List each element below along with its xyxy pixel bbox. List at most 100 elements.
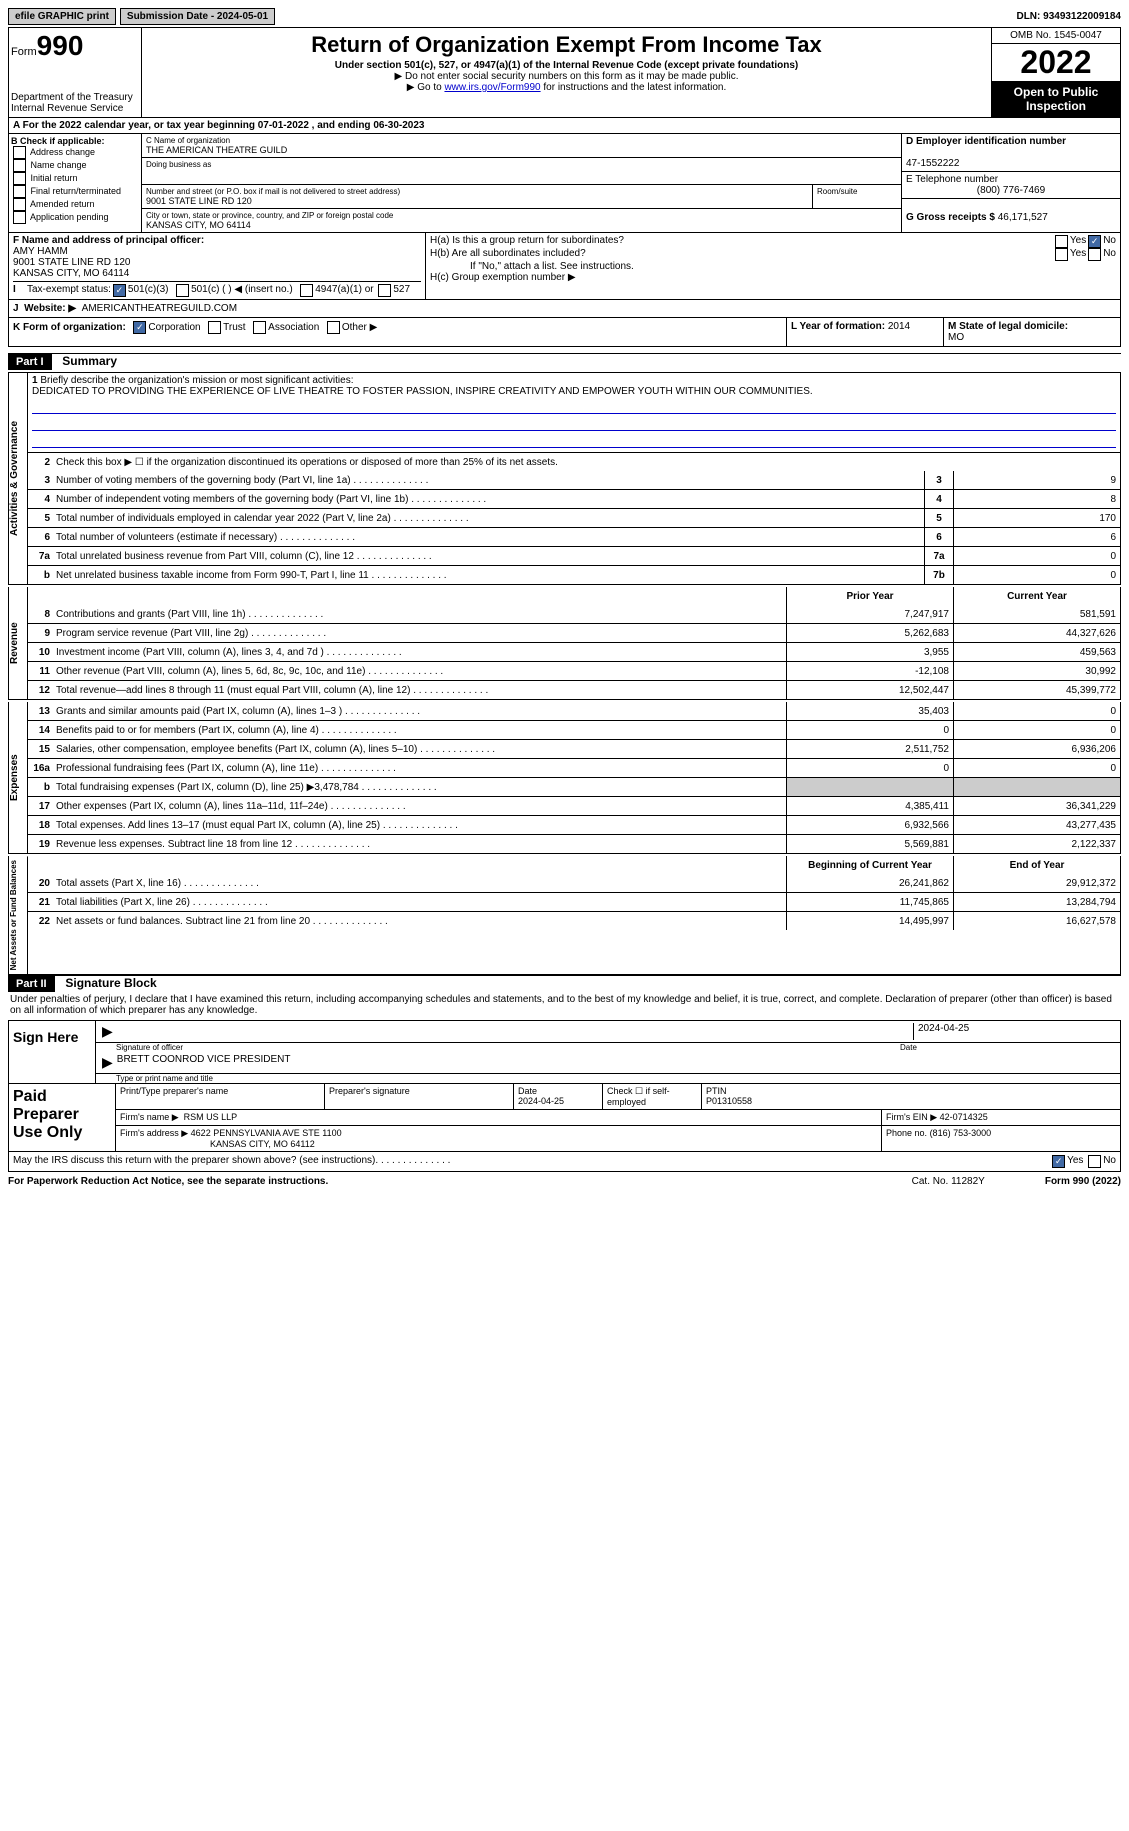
phone-label: E Telephone number bbox=[906, 174, 998, 185]
form-header: Form990 Department of the Treasury Inter… bbox=[8, 27, 1121, 118]
b-label: B Check if applicable: bbox=[11, 136, 105, 146]
cat-number: Cat. No. 11282Y bbox=[912, 1176, 985, 1187]
checkbox-icon bbox=[13, 172, 26, 185]
b-option: Final return/terminated bbox=[11, 185, 139, 198]
revenue-label: Revenue bbox=[9, 587, 28, 699]
b-option: Amended return bbox=[11, 198, 139, 211]
officer-addr2: KANSAS CITY, MO 64114 bbox=[13, 268, 129, 279]
efile-badge: efile GRAPHIC print bbox=[8, 8, 116, 25]
summary-row: bNet unrelated business taxable income f… bbox=[28, 565, 1120, 584]
phone-value: (800) 776-7469 bbox=[906, 185, 1116, 196]
summary-row: 9Program service revenue (Part VIII, lin… bbox=[28, 623, 1120, 642]
check-icon: ✓ bbox=[1052, 1155, 1065, 1168]
type-print-label: Type or print name and title bbox=[96, 1074, 1120, 1083]
summary-section: Activities & Governance 1 Briefly descri… bbox=[8, 372, 1121, 585]
section-bcd: B Check if applicable: Address change Na… bbox=[8, 134, 1121, 233]
street-address: 9001 STATE LINE RD 120 bbox=[146, 196, 808, 206]
period-line: A For the 2022 calendar year, or tax yea… bbox=[8, 118, 1121, 134]
addr-label: Number and street (or P.O. box if mail i… bbox=[146, 187, 808, 196]
summary-row: 17Other expenses (Part IX, column (A), l… bbox=[28, 796, 1120, 815]
checkbox-icon bbox=[13, 185, 26, 198]
check-icon: ✓ bbox=[1088, 235, 1101, 248]
domicile-label: M State of legal domicile: bbox=[948, 321, 1068, 332]
527-option: 527 bbox=[393, 284, 410, 297]
discuss-label: May the IRS discuss this return with the… bbox=[13, 1155, 375, 1168]
firm-name: RSM US LLP bbox=[184, 1112, 238, 1122]
checkbox-icon bbox=[1055, 235, 1068, 248]
subordinates-label: H(b) Are all subordinates included? bbox=[430, 248, 1053, 261]
year-formation-label: L Year of formation: bbox=[791, 321, 888, 332]
current-year-header: Current Year bbox=[953, 587, 1120, 605]
ein-label: D Employer identification number bbox=[906, 136, 1066, 147]
group-exemption-label: H(c) Group exemption number ▶ bbox=[430, 272, 1116, 283]
form-footer: Form 990 (2022) bbox=[1045, 1176, 1121, 1187]
summary-row: 20Total assets (Part X, line 16)26,241,8… bbox=[28, 874, 1120, 892]
form-number: 990 bbox=[37, 30, 84, 61]
pra-notice: For Paperwork Reduction Act Notice, see … bbox=[8, 1176, 328, 1187]
ptin-value: P01310558 bbox=[706, 1096, 752, 1106]
declaration-text: Under penalties of perjury, I declare th… bbox=[8, 992, 1121, 1018]
summary-row: bTotal fundraising expenses (Part IX, co… bbox=[28, 777, 1120, 796]
4947-option: 4947(a)(1) or bbox=[315, 284, 373, 297]
form-subtitle: Under section 501(c), 527, or 4947(a)(1)… bbox=[144, 60, 989, 71]
room-label: Room/suite bbox=[817, 187, 897, 196]
firm-phone: (816) 753-3000 bbox=[930, 1128, 992, 1138]
gross-label: G Gross receipts $ bbox=[906, 212, 998, 223]
summary-row: 5Total number of individuals employed in… bbox=[28, 508, 1120, 527]
check-icon: ✓ bbox=[113, 284, 126, 297]
checkbox-icon bbox=[378, 284, 391, 297]
submission-date: Submission Date - 2024-05-01 bbox=[120, 8, 275, 25]
form-word: Form bbox=[11, 46, 37, 58]
sig-officer-label: Signature of officer bbox=[116, 1043, 183, 1052]
tax-status-label: Tax-exempt status: bbox=[27, 284, 111, 297]
netassets-label: Net Assets or Fund Balances bbox=[9, 856, 28, 974]
end-year-header: End of Year bbox=[953, 856, 1120, 874]
omb-number: OMB No. 1545-0047 bbox=[992, 28, 1120, 44]
mission-text: DEDICATED TO PROVIDING THE EXPERIENCE OF… bbox=[32, 386, 813, 397]
open-to-public: Open to Public Inspection bbox=[992, 81, 1120, 117]
summary-row: 3Number of voting members of the governi… bbox=[28, 471, 1120, 489]
b-option: Initial return bbox=[11, 172, 139, 185]
summary-row: 7aTotal unrelated business revenue from … bbox=[28, 546, 1120, 565]
part1-badge: Part I bbox=[8, 354, 52, 370]
summary-row: 13Grants and similar amounts paid (Part … bbox=[28, 702, 1120, 720]
summary-row: 15Salaries, other compensation, employee… bbox=[28, 739, 1120, 758]
checkbox-icon bbox=[1088, 248, 1101, 261]
attach-list-note: If "No," attach a list. See instructions… bbox=[430, 261, 1116, 272]
gross-value: 46,171,527 bbox=[998, 212, 1048, 223]
org-name-label: C Name of organization bbox=[146, 136, 897, 145]
irs-link[interactable]: www.irs.gov/Form990 bbox=[444, 82, 540, 93]
501c3-option: 501(c)(3) bbox=[128, 284, 169, 297]
summary-row: 21Total liabilities (Part X, line 26)11,… bbox=[28, 892, 1120, 911]
irs-label: Internal Revenue Service bbox=[11, 103, 139, 114]
part2-badge: Part II bbox=[8, 976, 55, 992]
firm-ein: 42-0714325 bbox=[940, 1112, 988, 1122]
arrow-icon: ▶ bbox=[102, 1023, 113, 1040]
checkbox-icon bbox=[176, 284, 189, 297]
b-option: Address change bbox=[11, 146, 139, 159]
sig-date: 2024-04-25 bbox=[913, 1023, 1118, 1040]
summary-row: 6Total number of volunteers (estimate if… bbox=[28, 527, 1120, 546]
website-label: Website: ▶ bbox=[24, 303, 76, 314]
tax-year: 2022 bbox=[992, 44, 1120, 81]
dept-treasury: Department of the Treasury bbox=[11, 92, 139, 103]
sign-here-label: Sign Here bbox=[9, 1021, 96, 1083]
b-option: Name change bbox=[11, 159, 139, 172]
website-value: AMERICANTHEATREGUILD.COM bbox=[82, 303, 237, 314]
firm-addr: 4622 PENNSYLVANIA AVE STE 1100 bbox=[191, 1128, 342, 1138]
part2-title: Signature Block bbox=[65, 976, 156, 990]
summary-row: 12Total revenue—add lines 8 through 11 (… bbox=[28, 680, 1120, 699]
expenses-label: Expenses bbox=[9, 702, 28, 853]
summary-row: 19Revenue less expenses. Subtract line 1… bbox=[28, 834, 1120, 853]
year-formation: 2014 bbox=[888, 321, 910, 332]
summary-row: 11Other revenue (Part VIII, column (A), … bbox=[28, 661, 1120, 680]
officer-name-title: BRETT COONROD VICE PRESIDENT bbox=[117, 1054, 291, 1071]
checkbox-icon bbox=[300, 284, 313, 297]
ein-value: 47-1552222 bbox=[906, 158, 959, 169]
prep-sig-label: Preparer's signature bbox=[329, 1086, 410, 1096]
checkbox-icon bbox=[208, 321, 221, 334]
section-fhi: F Name and address of principal officer:… bbox=[8, 233, 1121, 300]
summary-row: 10Investment income (Part VIII, column (… bbox=[28, 642, 1120, 661]
checkbox-icon bbox=[13, 159, 26, 172]
city-label: City or town, state or province, country… bbox=[146, 211, 897, 220]
